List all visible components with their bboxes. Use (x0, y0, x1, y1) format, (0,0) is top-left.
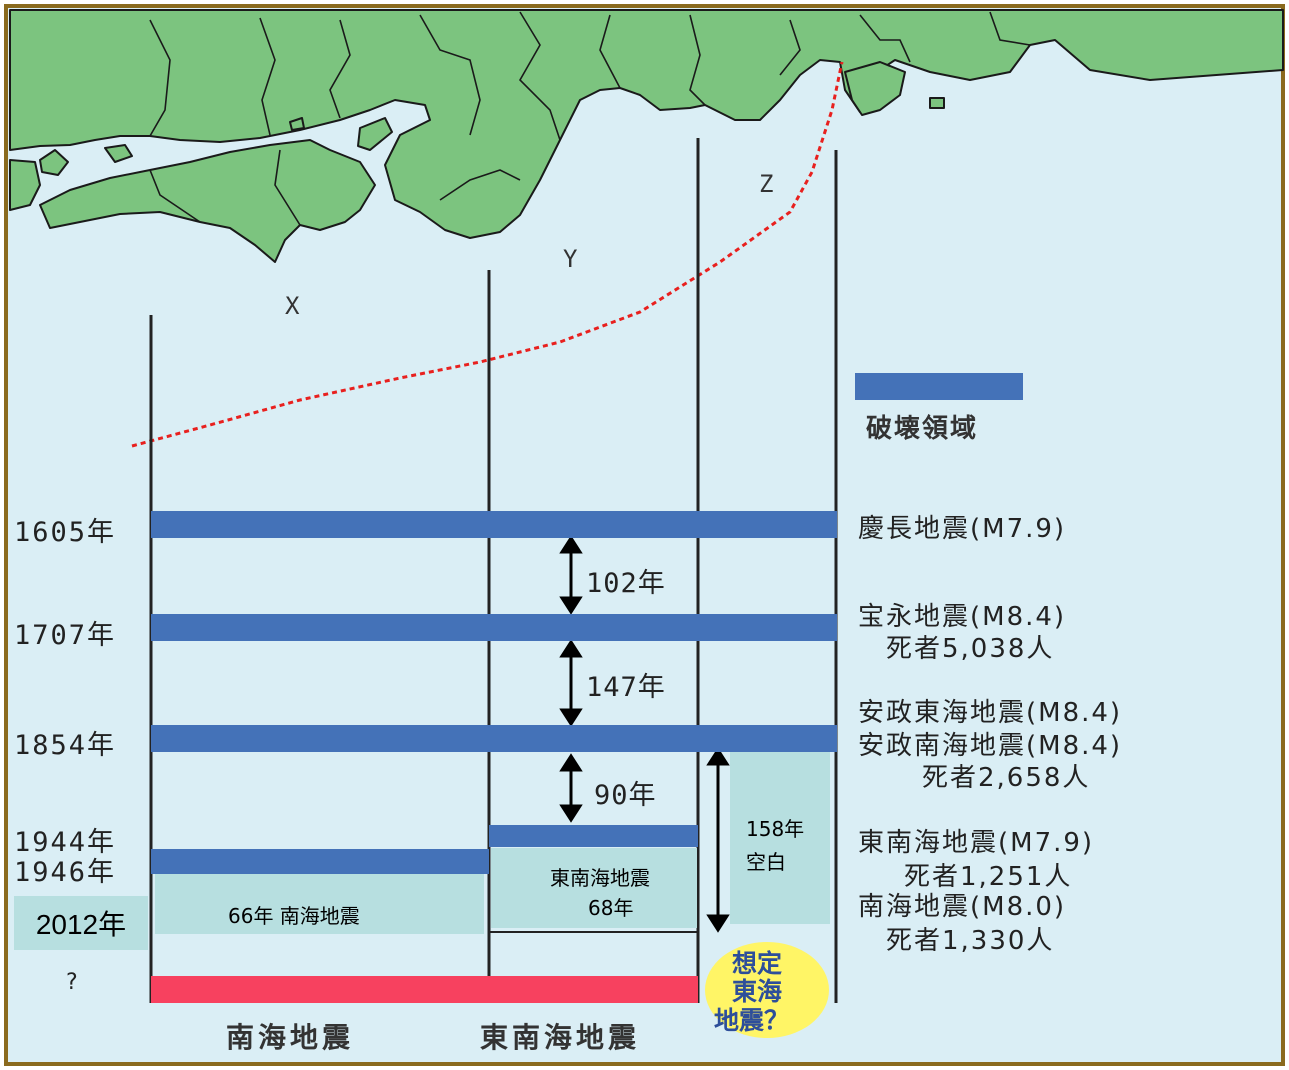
zone-label-z: Z (759, 170, 773, 198)
blank-z-label: 空白 (746, 846, 786, 875)
legend-swatch (855, 373, 1023, 400)
legend-label: 破壊領域 (866, 408, 978, 445)
interval-label-102: 102年 (586, 561, 666, 600)
bottom-label-tonankai: 東南海地震 (480, 1016, 640, 1056)
quake-1946-deaths: 死者1,330人 (886, 920, 1054, 957)
year-label-1605: 1605年 (14, 510, 116, 549)
year-label-1707: 1707年 (14, 613, 116, 652)
quake-1854-tokai-name: 安政東海地震(M8.4) (858, 692, 1122, 729)
year-label-1946: 1946年 (14, 850, 116, 889)
blank-x-label: 66年 南海地震 (228, 900, 360, 929)
rupture-bar-1946 (151, 849, 489, 874)
interval-label-90: 90年 (594, 773, 657, 812)
quake-1707-deaths: 死者5,038人 (886, 628, 1054, 665)
quake-1944-name: 東南海地震(M7.9) (858, 822, 1094, 859)
blank-z-years: 158年 (746, 813, 804, 842)
blank-y-years: 68年 (588, 892, 633, 921)
rupture-bar-1854 (151, 725, 837, 752)
zone-label-x: X (285, 292, 299, 320)
expected-bar-tonankai (489, 976, 698, 1003)
unknown-label: ? (66, 970, 78, 995)
blank-y-name: 東南海地震 (550, 862, 650, 891)
expected-quake-line-3: 地震？ (714, 1001, 789, 1037)
rupture-bar-1944 (489, 825, 698, 847)
bottom-label-nankai: 南海地震 (226, 1016, 354, 1056)
rupture-bar-1707 (151, 614, 837, 641)
rupture-bar-1605 (151, 511, 837, 538)
expected-bar-nankai (151, 976, 489, 1003)
zone-label-y: Y (563, 245, 577, 273)
year-label-1854: 1854年 (14, 723, 116, 762)
quake-1946-name: 南海地震(M8.0) (858, 886, 1066, 923)
quake-1854-deaths: 死者2,658人 (922, 757, 1090, 794)
interval-label-147: 147年 (586, 665, 666, 704)
quake-1605-name: 慶長地震(M7.9) (858, 508, 1066, 545)
current-year-label: 2012年 (14, 896, 148, 950)
